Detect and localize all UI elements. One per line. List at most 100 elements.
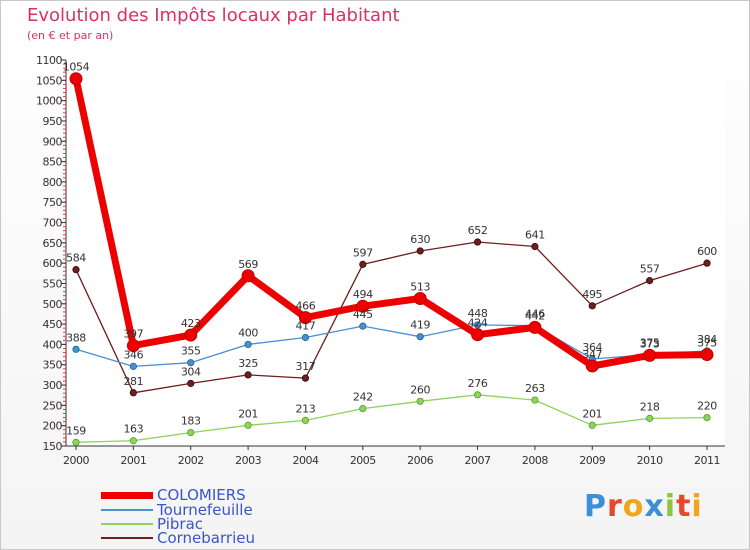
legend-label-pibrac: Pibrac	[157, 515, 204, 533]
logo-letter: P	[584, 489, 607, 524]
plot-area	[66, 60, 725, 446]
data-label-cornebarrieu: 557	[640, 263, 660, 276]
data-point-colomiers	[528, 320, 542, 334]
data-label-cornebarrieu: 597	[353, 246, 373, 259]
data-point-tournefeuille	[129, 362, 137, 370]
data-point-cornebarrieu	[187, 379, 195, 388]
data-point-cornebarrieu	[244, 371, 252, 379]
data-label-tournefeuille: 445	[353, 308, 373, 321]
data-point-tournefeuille	[244, 340, 252, 349]
data-point-cornebarrieu	[473, 238, 482, 246]
data-label-cornebarrieu: 281	[123, 375, 143, 388]
data-point-colomiers	[413, 292, 427, 306]
data-point-tournefeuille	[416, 333, 424, 341]
x-tick-label: 2011	[694, 454, 720, 467]
data-point-colomiers	[700, 348, 714, 362]
data-point-colomiers	[126, 339, 140, 353]
x-tick-label: 2009	[579, 454, 605, 467]
data-label-tournefeuille: 346	[123, 348, 143, 361]
y-tick-label: 600	[43, 257, 63, 270]
y-tick-label: 300	[43, 379, 63, 392]
legend-item-pibrac: Pibrac	[101, 515, 204, 533]
legend-swatch-cornebarrieu	[101, 537, 153, 539]
y-tick-label: 1000	[36, 95, 62, 108]
series-line-pibrac	[75, 394, 708, 443]
data-label-tournefeuille: 364	[582, 341, 602, 354]
data-label-tournefeuille: 388	[66, 331, 86, 344]
y-tick-label: 150	[43, 440, 63, 453]
y-tick-label: 1050	[36, 74, 62, 87]
logo-letter: r	[607, 489, 623, 524]
data-point-pibrac	[129, 437, 137, 445]
x-tick-label: 2010	[637, 454, 663, 467]
data-label-cornebarrieu: 641	[525, 228, 545, 241]
data-label-colomiers: 494	[353, 288, 373, 301]
y-tick-label: 850	[43, 156, 63, 169]
data-label-cornebarrieu: 304	[181, 365, 201, 378]
data-label-tournefeuille: 400	[238, 326, 258, 339]
data-point-colomiers	[184, 328, 198, 342]
data-label-tournefeuille: 375	[640, 337, 660, 350]
series-line-tournefeuille	[75, 324, 708, 368]
data-label-pibrac: 163	[123, 423, 143, 436]
data-label-colomiers: 375	[697, 337, 717, 350]
data-label-tournefeuille: 355	[181, 345, 201, 358]
data-point-tournefeuille	[359, 322, 367, 330]
x-tick-label: 2000	[63, 454, 89, 467]
data-label-colomiers: 442	[525, 309, 545, 322]
data-point-pibrac	[588, 421, 596, 429]
data-label-cornebarrieu: 652	[468, 224, 488, 237]
data-label-colomiers: 397	[123, 328, 143, 341]
y-tick-label: 950	[43, 115, 63, 128]
data-point-colomiers	[298, 311, 312, 325]
legend-label-colomiers: COLOMIERS	[157, 486, 246, 504]
data-point-colomiers	[585, 359, 599, 373]
logo-letter: o	[622, 489, 645, 524]
data-label-colomiers: 424	[468, 317, 488, 330]
data-label-colomiers: 347	[582, 348, 602, 361]
y-tick-label: 650	[43, 237, 63, 250]
data-point-colomiers	[356, 299, 370, 313]
data-label-cornebarrieu: 584	[66, 252, 86, 265]
x-tick-label: 2001	[120, 454, 146, 467]
y-tick-label: 800	[43, 176, 63, 189]
data-label-colomiers: 513	[410, 281, 430, 294]
data-label-tournefeuille: 419	[410, 319, 430, 332]
data-label-cornebarrieu: 325	[238, 357, 258, 370]
data-point-pibrac	[187, 428, 195, 437]
data-point-pibrac	[531, 396, 539, 404]
data-label-pibrac: 159	[66, 424, 86, 437]
x-tick-label: 2003	[235, 454, 261, 467]
data-point-colomiers	[471, 328, 485, 342]
x-tick-label: 2007	[465, 454, 491, 467]
data-point-cornebarrieu	[416, 247, 424, 255]
data-label-tournefeuille: 448	[468, 307, 488, 320]
legend-item-colomiers: COLOMIERS	[101, 486, 246, 504]
x-tick-label: 2005	[350, 454, 376, 467]
data-point-tournefeuille	[72, 345, 80, 353]
logo-letter: t	[676, 489, 692, 524]
x-tick-label: 2002	[178, 454, 204, 467]
data-label-colomiers: 466	[296, 300, 316, 313]
legend-item-cornebarrieu: Cornebarrieu	[101, 531, 255, 546]
logo-letter: x	[644, 489, 665, 524]
data-label-pibrac: 213	[296, 402, 316, 415]
data-label-colomiers: 423	[181, 317, 201, 330]
chart-title: Evolution des Impôts locaux par Habitant	[27, 5, 400, 26]
data-point-tournefeuille	[187, 359, 195, 367]
data-label-pibrac: 260	[410, 383, 430, 396]
data-label-pibrac: 263	[525, 382, 545, 395]
data-label-cornebarrieu: 495	[582, 288, 602, 301]
x-tick-label: 2004	[292, 454, 318, 467]
data-point-pibrac	[646, 414, 654, 422]
series-line-colomiers	[72, 75, 711, 370]
y-tick-label: 1100	[36, 54, 62, 67]
y-tick-label: 400	[43, 338, 63, 351]
data-label-tournefeuille: 384	[697, 333, 717, 346]
legend-label-tournefeuille: Tournefeuille	[157, 501, 253, 519]
data-point-cornebarrieu	[703, 259, 711, 267]
data-label-colomiers: 569	[238, 258, 258, 271]
legend-swatch-colomiers	[101, 491, 153, 499]
